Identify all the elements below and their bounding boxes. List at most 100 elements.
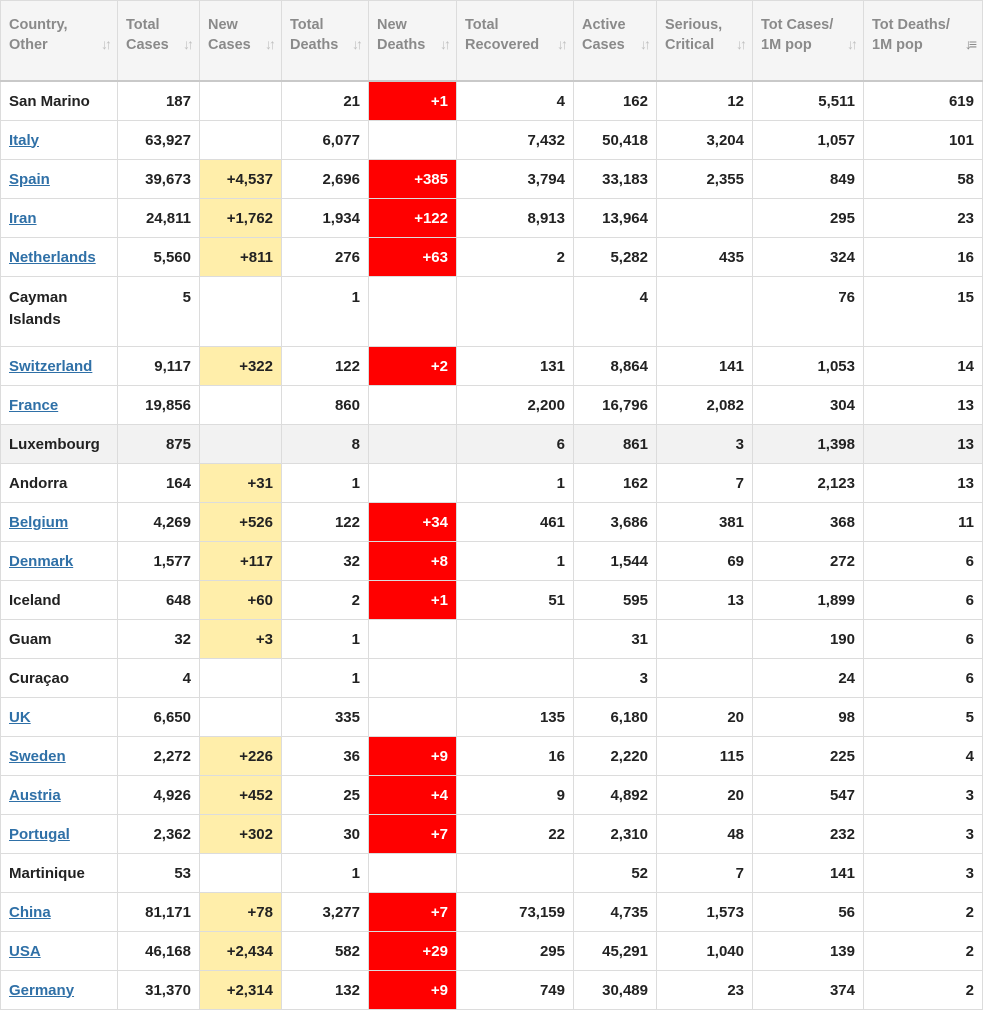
new-deaths-cell: +8 xyxy=(368,541,457,581)
active-cases-cell: 1,544 xyxy=(573,541,657,581)
cases-per-1m-cell: 1,899 xyxy=(752,580,864,620)
total-cases-cell: 164 xyxy=(117,463,200,503)
cases-per-1m-cell: 56 xyxy=(752,892,864,932)
header-total-cases[interactable]: Total Cases ↓↑ xyxy=(117,0,200,82)
country-cell: Iceland xyxy=(0,580,118,620)
table-row: Spain 39,673 +4,537 2,696 +385 3,794 33,183 2,3… xyxy=(0,159,983,199)
active-cases-cell: 52 xyxy=(573,853,657,893)
deaths-per-1m-cell: 3 xyxy=(863,814,983,854)
country-link[interactable]: Spain xyxy=(9,170,50,188)
header-total-recovered[interactable]: Total Recovered ↓↑ xyxy=(456,0,574,82)
new-cases-cell: +4,537 xyxy=(199,159,282,199)
new-deaths-cell: +34 xyxy=(368,502,457,542)
table-row: France 19,856 860 2,200 16,796 2,082 304 13 xyxy=(0,385,983,425)
total-deaths-cell: 3,277 xyxy=(281,892,369,932)
serious-critical-cell: 23 xyxy=(656,970,753,1010)
active-cases-cell: 4 xyxy=(573,276,657,347)
cases-per-1m-cell: 24 xyxy=(752,658,864,698)
total-deaths-cell: 30 xyxy=(281,814,369,854)
country-link[interactable]: Austria xyxy=(9,786,61,804)
deaths-per-1m-cell: 14 xyxy=(863,346,983,386)
header-country[interactable]: Country, Other ↓↑ xyxy=(0,0,118,82)
sort-arrows-icon: ↓↑ xyxy=(101,36,112,52)
cases-per-1m-cell: 272 xyxy=(752,541,864,581)
country-link[interactable]: China xyxy=(9,903,51,921)
country-link[interactable]: UK xyxy=(9,708,31,726)
table-row: Iceland 648 +60 2 +1 51 595 13 1,899 6 xyxy=(0,580,983,620)
total-deaths-cell: 2,696 xyxy=(281,159,369,199)
table-row: China 81,171 +78 3,277 +7 73,159 4,735 1,573 56 2 xyxy=(0,892,983,932)
table-row: San Marino 187 21 +1 4 162 12 5,511 619 xyxy=(0,80,983,121)
serious-critical-cell: 141 xyxy=(656,346,753,386)
country-link[interactable]: USA xyxy=(9,942,41,960)
country-link[interactable]: Switzerland xyxy=(9,357,93,375)
country-cell: Switzerland xyxy=(0,346,118,386)
country-link[interactable]: Belgium xyxy=(9,513,69,531)
new-cases-cell xyxy=(199,424,282,464)
deaths-per-1m-cell: 13 xyxy=(863,385,983,425)
table-row: Switzerland 9,117 +322 122 +2 131 8,864 141 1,05… xyxy=(0,346,983,386)
country-link[interactable]: France xyxy=(9,396,59,414)
table-row: Germany 31,370 +2,314 132 +9 749 30,489 23 374 2 xyxy=(0,970,983,1010)
header-deaths-per-1m[interactable]: Tot Deaths/ 1M pop ↓≡ xyxy=(863,0,983,82)
header-active-cases[interactable]: Active Cases ↓↑ xyxy=(573,0,657,82)
active-cases-cell: 50,418 xyxy=(573,120,657,160)
header-total-deaths[interactable]: Total Deaths ↓↑ xyxy=(281,0,369,82)
country-link[interactable]: Italy xyxy=(9,131,40,149)
serious-critical-cell: 12 xyxy=(656,80,753,121)
total-cases-cell: 9,117 xyxy=(117,346,200,386)
deaths-per-1m-cell: 2 xyxy=(863,931,983,971)
cases-per-1m-cell: 1,053 xyxy=(752,346,864,386)
active-cases-cell: 33,183 xyxy=(573,159,657,199)
total-deaths-cell: 860 xyxy=(281,385,369,425)
new-cases-cell: +2,434 xyxy=(199,931,282,971)
table-row: Portugal 2,362 +302 30 +7 22 2,310 48 232 3 xyxy=(0,814,983,854)
total-cases-cell: 63,927 xyxy=(117,120,200,160)
total-recovered-cell: 2 xyxy=(456,237,574,277)
total-recovered-cell xyxy=(456,276,574,347)
cases-per-1m-cell: 368 xyxy=(752,502,864,542)
header-row: Country, Other ↓↑ Total Cases ↓↑ New Cases… xyxy=(0,0,983,82)
country-link[interactable]: Netherlands xyxy=(9,248,96,266)
deaths-per-1m-cell: 619 xyxy=(863,80,983,121)
header-new-deaths[interactable]: New Deaths ↓↑ xyxy=(368,0,457,82)
header-serious-critical[interactable]: Serious, Critical ↓↑ xyxy=(656,0,753,82)
deaths-per-1m-cell: 15 xyxy=(863,276,983,347)
country-cell: Andorra xyxy=(0,463,118,503)
cases-per-1m-cell: 5,511 xyxy=(752,80,864,121)
country-link[interactable]: Portugal xyxy=(9,825,70,843)
cases-per-1m-cell: 849 xyxy=(752,159,864,199)
active-cases-cell: 4,735 xyxy=(573,892,657,932)
new-cases-cell: +60 xyxy=(199,580,282,620)
table-row: Italy 63,927 6,077 7,432 50,418 3,204 1,057 101 xyxy=(0,120,983,160)
total-recovered-cell: 1 xyxy=(456,463,574,503)
cases-per-1m-cell: 324 xyxy=(752,237,864,277)
sort-arrows-icon: ↓↑ xyxy=(265,36,276,52)
deaths-per-1m-cell: 6 xyxy=(863,619,983,659)
country-link[interactable]: Iran xyxy=(9,209,37,227)
total-recovered-cell xyxy=(456,658,574,698)
country-link[interactable]: Sweden xyxy=(9,747,66,765)
country-link[interactable]: Germany xyxy=(9,981,75,999)
total-deaths-cell: 32 xyxy=(281,541,369,581)
header-new-cases[interactable]: New Cases ↓↑ xyxy=(199,0,282,82)
active-cases-cell: 861 xyxy=(573,424,657,464)
active-cases-cell: 13,964 xyxy=(573,198,657,238)
new-cases-cell xyxy=(199,276,282,347)
total-deaths-cell: 1 xyxy=(281,463,369,503)
new-deaths-cell: +7 xyxy=(368,814,457,854)
active-cases-cell: 595 xyxy=(573,580,657,620)
serious-critical-cell: 3 xyxy=(656,424,753,464)
cases-per-1m-cell: 232 xyxy=(752,814,864,854)
new-cases-cell: +1,762 xyxy=(199,198,282,238)
country-link[interactable]: Denmark xyxy=(9,552,74,570)
new-cases-cell: +117 xyxy=(199,541,282,581)
deaths-per-1m-cell: 6 xyxy=(863,541,983,581)
cases-per-1m-cell: 374 xyxy=(752,970,864,1010)
serious-critical-cell: 20 xyxy=(656,775,753,815)
active-cases-cell: 162 xyxy=(573,80,657,121)
cases-per-1m-cell: 1,398 xyxy=(752,424,864,464)
deaths-per-1m-cell: 6 xyxy=(863,580,983,620)
table-row: Netherlands 5,560 +811 276 +63 2 5,282 435 324 16 xyxy=(0,237,983,277)
header-cases-per-1m[interactable]: Tot Cases/ 1M pop ↓↑ xyxy=(752,0,864,82)
